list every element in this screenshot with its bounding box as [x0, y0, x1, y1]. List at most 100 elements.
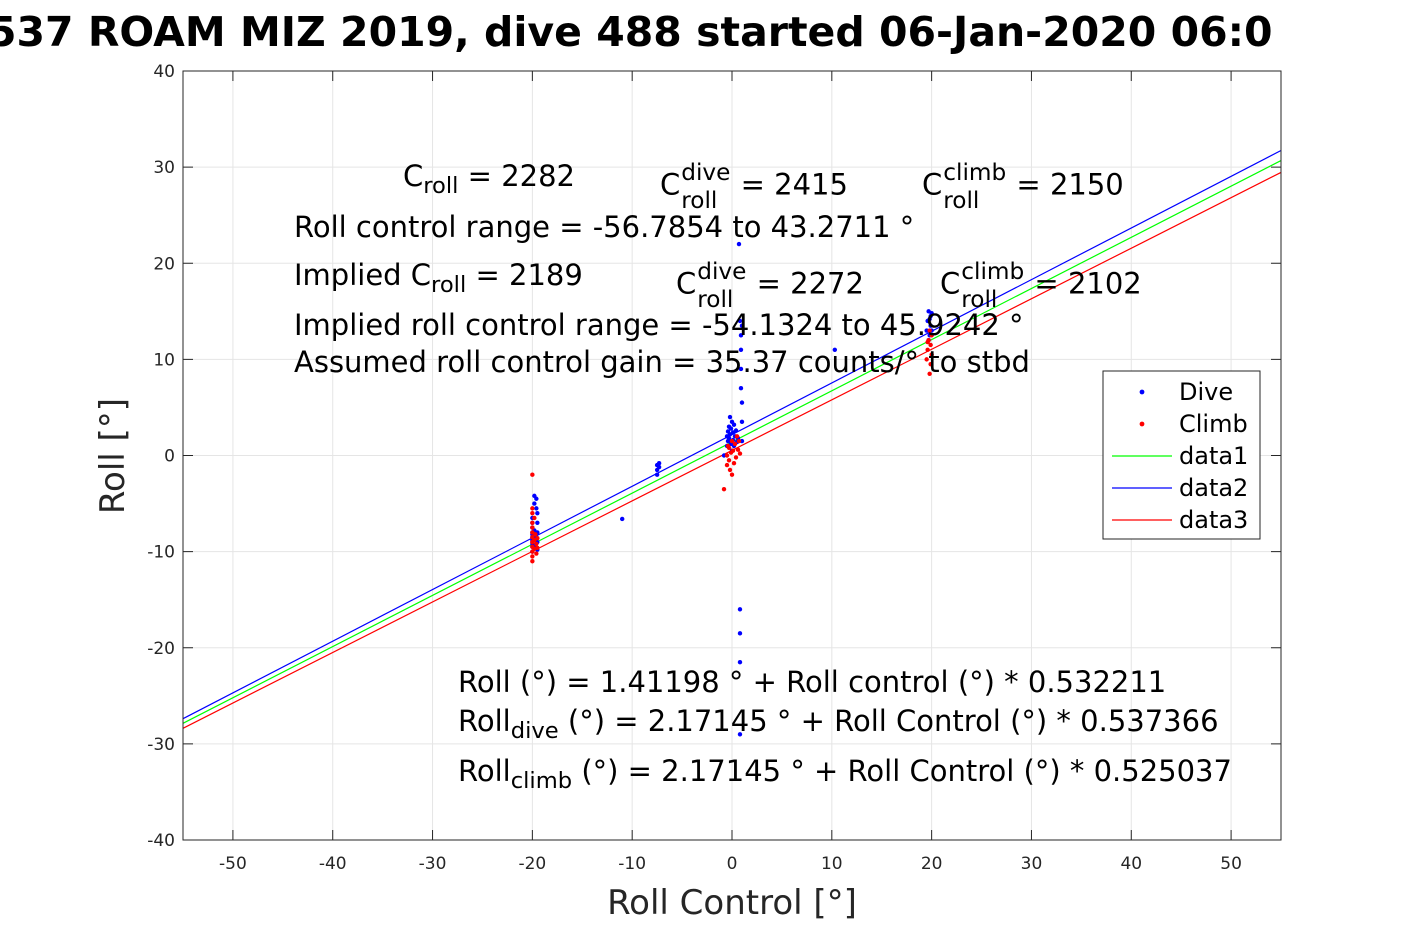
point-dive	[654, 472, 660, 477]
point-dive	[739, 400, 745, 405]
point-dive	[534, 506, 539, 511]
point-climb	[726, 445, 732, 451]
point-climb	[734, 434, 740, 439]
point-dive	[737, 318, 743, 324]
annotation-fit-dive: Rolldive (°) = 2.17145 ° + Roll Control …	[458, 704, 1219, 744]
y-tick-label: -40	[147, 831, 175, 851]
point-dive	[738, 333, 744, 338]
point-climb	[530, 506, 535, 511]
y-tick-label: 40	[153, 62, 175, 82]
point-climb	[530, 472, 535, 477]
x-tick-label: 20	[921, 854, 943, 874]
y-tick-label: 30	[153, 158, 175, 178]
x-tick-label: 10	[821, 854, 843, 874]
legend-marker-dive	[1139, 389, 1145, 395]
y-tick-label: 20	[153, 254, 175, 274]
point-climb	[729, 438, 735, 444]
point-dive	[737, 631, 743, 636]
point-dive	[620, 516, 625, 522]
chart-title: 537 ROAM MIZ 2019, dive 488 started 06-J…	[0, 8, 1273, 56]
point-climb	[534, 541, 539, 547]
point-dive	[733, 428, 739, 433]
point-climb	[530, 525, 535, 530]
x-tick-label: -40	[319, 854, 347, 874]
y-axis-label: Roll [°]	[93, 398, 133, 514]
scatter-points	[530, 241, 934, 737]
point-climb	[737, 451, 743, 456]
point-dive	[731, 422, 737, 427]
point-dive	[737, 732, 743, 737]
point-dive	[535, 510, 540, 516]
point-dive	[737, 607, 743, 612]
x-tick-label: -20	[518, 854, 546, 874]
point-dive	[535, 520, 540, 525]
point-dive	[534, 496, 539, 501]
annotation-fit-all: Roll (°) = 1.41198 ° + Roll control (°) …	[458, 665, 1167, 699]
legend: Dive Climb data1 data2 data3	[1102, 370, 1261, 540]
point-dive	[929, 311, 934, 316]
x-tick-label: -10	[618, 854, 646, 874]
annotation-fit-climb: Rollclimb (°) = 2.17145 ° + Roll Control…	[458, 754, 1232, 794]
point-climb	[924, 357, 929, 362]
legend-label: data2	[1179, 474, 1248, 502]
point-dive	[656, 460, 662, 466]
x-tick-label: 0	[727, 854, 738, 874]
point-climb	[928, 361, 933, 367]
point-climb	[927, 328, 932, 333]
point-climb	[530, 559, 535, 564]
point-climb	[925, 339, 930, 345]
point-dive	[736, 241, 742, 247]
axis-ticks: -50 -40 -30 -20 -10 0 10 20 30 40 50 -40 -30 -20 -10 0 1…	[147, 62, 1281, 874]
point-climb	[729, 472, 735, 477]
point-climb	[530, 554, 535, 559]
point-climb	[927, 371, 932, 376]
point-climb	[535, 535, 540, 541]
point-climb	[733, 455, 739, 460]
point-climb	[724, 462, 730, 468]
point-climb	[928, 342, 933, 348]
legend-label: Dive	[1179, 378, 1233, 406]
point-climb	[929, 352, 934, 357]
legend-box	[1102, 370, 1261, 540]
point-climb	[730, 448, 736, 453]
point-climb	[530, 520, 535, 525]
y-tick-label: 0	[164, 447, 175, 467]
point-dive	[738, 347, 744, 352]
legend-label: data3	[1179, 506, 1248, 534]
point-climb	[534, 551, 539, 556]
legend-marker-climb	[1139, 421, 1145, 427]
annotation-gain: Assumed roll control gain = 35.37 counts…	[294, 345, 1030, 379]
point-dive	[726, 435, 732, 441]
point-climb	[727, 467, 733, 473]
y-tick-label: -30	[147, 735, 175, 755]
legend-label: Climb	[1179, 410, 1248, 438]
y-tick-label: 10	[153, 350, 175, 370]
point-climb	[721, 486, 727, 492]
point-climb	[736, 438, 742, 444]
plot-border	[182, 70, 1282, 841]
x-tick-label: -30	[419, 854, 447, 874]
point-dive	[739, 323, 745, 328]
y-tick-label: -20	[147, 639, 175, 659]
annotation-implied-range: Implied roll control range = -54.1324 to…	[294, 308, 1024, 342]
point-dive	[737, 659, 743, 665]
point-dive	[832, 347, 838, 352]
point-dive	[532, 501, 537, 506]
annotation-c-roll: Croll = 2282	[403, 159, 576, 199]
point-dive	[656, 464, 662, 470]
annotation-roll-control-range: Roll control range = -56.7854 to 43.2711…	[294, 210, 915, 244]
x-tick-label: 30	[1021, 854, 1043, 874]
y-tick-label: -10	[147, 543, 175, 563]
point-climb	[532, 515, 537, 521]
point-climb	[535, 545, 540, 550]
point-climb	[724, 453, 730, 458]
point-climb	[726, 458, 732, 463]
point-climb	[732, 441, 738, 447]
point-dive	[928, 323, 933, 328]
point-climb	[530, 510, 535, 516]
point-climb	[731, 460, 737, 466]
x-tick-label: -50	[219, 854, 247, 874]
